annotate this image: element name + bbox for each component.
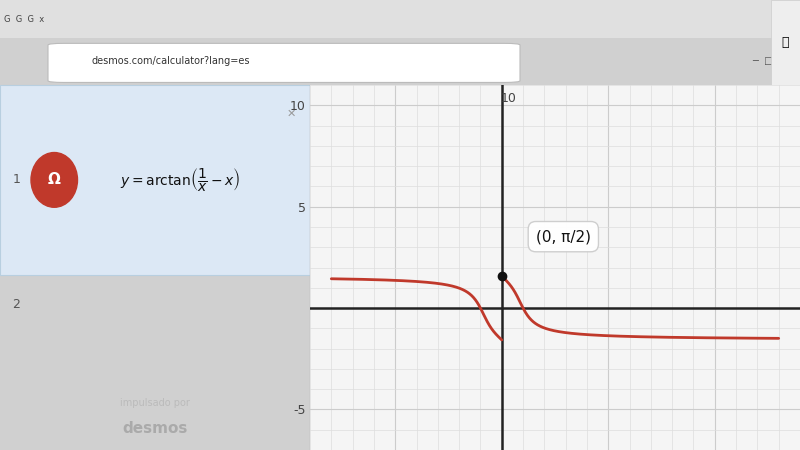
FancyBboxPatch shape (770, 0, 800, 85)
Text: Ω: Ω (48, 172, 61, 187)
Text: desmos: desmos (122, 421, 188, 436)
Text: impulsado por: impulsado por (120, 397, 190, 408)
Text: (0, π/2): (0, π/2) (536, 229, 591, 244)
Text: G  G  G  x: G G G x (4, 15, 44, 24)
FancyBboxPatch shape (48, 43, 520, 82)
FancyBboxPatch shape (0, 0, 800, 38)
Text: 2: 2 (13, 297, 20, 310)
Text: 10: 10 (500, 92, 516, 105)
Text: desmos.com/calculator?lang=es: desmos.com/calculator?lang=es (92, 56, 250, 66)
Text: 🔧: 🔧 (782, 36, 789, 49)
Text: ✕: ✕ (286, 108, 296, 118)
Text: ─  □  ✕: ─ □ ✕ (752, 56, 788, 66)
Text: $y = \arctan\!\left(\dfrac{1}{x} - x\right)$: $y = \arctan\!\left(\dfrac{1}{x} - x\rig… (119, 166, 240, 194)
Circle shape (31, 153, 78, 207)
FancyBboxPatch shape (0, 85, 310, 275)
Text: 1: 1 (13, 173, 20, 186)
